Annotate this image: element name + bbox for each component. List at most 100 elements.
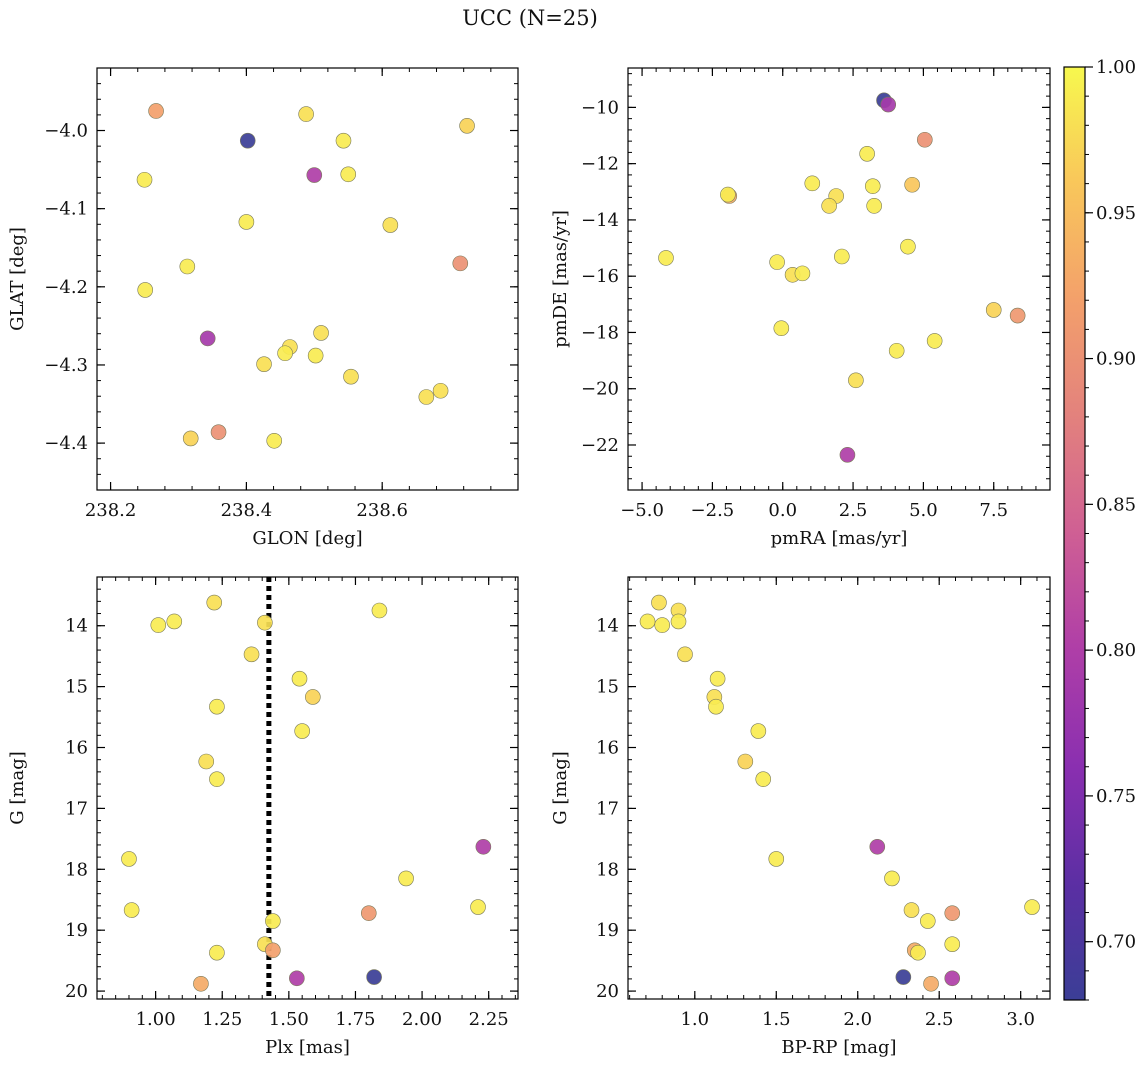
scatter-point [305,689,321,705]
y-tick-label: −4.2 [44,277,88,298]
x-tick-label: 2.0 [843,1009,872,1030]
scatter-point [944,936,961,952]
x-tick-label: 2.5 [839,500,868,521]
scatter-point [340,166,357,183]
y-tick-label: 15 [65,677,88,698]
scatter-point [182,430,199,447]
scatter-point [639,613,656,630]
scatter-point [903,902,920,918]
scatter-point [923,975,939,992]
x-tick-label: 2.25 [469,1009,509,1030]
x-tick-label: 1.75 [335,1009,375,1030]
scatter-point [265,942,281,959]
scatter-point [335,132,352,149]
y-tick-label: −18 [581,322,619,343]
figure-title: UCC (N=25) [462,6,598,30]
scatter-point [277,345,293,362]
y-tick-label: −16 [581,266,619,287]
axes-frame [96,67,519,491]
axes-frame [627,576,1051,1000]
x-tick-label: 1.0 [680,1009,709,1030]
scatter-point [136,171,153,188]
scatter-point [768,851,785,867]
x-tick-label: −5.0 [620,500,664,521]
colorbar-tick-label: 0.90 [1096,349,1136,370]
y-tick-label: 20 [65,981,88,1002]
y-axis-label: GLAT [deg] [7,227,28,331]
colorbar-tick-label: 0.70 [1096,932,1136,953]
scatter-point [343,368,359,385]
scatter-point [880,96,897,113]
y-tick-label: 17 [65,798,88,819]
scatter-point [755,771,772,787]
scatter-point [199,330,216,347]
x-tick-label: 1.25 [202,1009,242,1030]
colorbar-tick-label: 0.80 [1096,640,1136,661]
scatter-point [238,214,255,230]
x-tick-label: 238.2 [85,500,137,521]
scatter-point [869,838,886,855]
scatter-point [670,613,687,630]
x-axis-label: BP-RP [mag] [781,1037,896,1058]
scatter-point [193,975,209,992]
scatter-point [884,870,900,887]
scatter-point [708,698,724,715]
scatter-point [360,905,377,921]
y-tick-label: −20 [581,379,619,400]
scatter-point [888,342,905,359]
y-tick-label: 19 [65,920,88,941]
scatter-point [306,167,323,183]
x-tick-label: 1.5 [762,1009,791,1030]
scatter-point [910,944,926,961]
y-axis-label: pmDE [mas/yr] [550,210,571,348]
scatter-point [866,198,882,214]
scatter-point [239,132,256,149]
scatter-point [848,372,864,389]
colorbar-tick-label: 1.00 [1096,57,1136,78]
panel-plx-g: 1.00 1.25 1.50 1.75 2.00 2.25 14 15 16 17 18 19 20 Pl… [7,576,519,1058]
scatter-point [904,176,920,193]
y-axis-label: G [mag] [550,751,571,824]
scatter-point [859,146,875,162]
scatter-point [651,594,667,611]
x-tick-label: −2.5 [691,500,735,521]
scatter-point [1024,899,1040,915]
panel-glon-glat: 238.2 238.4 238.6 −4.0 −4.1 −4.2 −4.3 −4.4 GLON … [7,67,519,549]
x-axis-label: Plx [mas] [265,1037,350,1058]
scatter-point [289,970,305,987]
scatter-point [432,382,449,399]
scatter-point [256,356,272,372]
y-axis-label: G [mag] [7,751,28,824]
scatter-point [209,771,225,787]
scatter-point [209,944,225,961]
scatter-point [677,646,693,663]
x-tick-label: 3.0 [1006,1009,1035,1030]
axes-frame [627,67,1051,491]
scatter-point [654,617,671,633]
scatter-point [919,913,936,929]
scatter-point [137,282,154,298]
scatter-point [366,969,382,985]
x-axis-label: GLON [deg] [252,528,362,549]
x-axis-label: pmRA [mas/yr] [771,528,908,549]
scatter-point [864,178,881,194]
scatter-point [737,753,754,770]
scatter-point [720,186,736,203]
y-tick-label: 18 [65,859,88,880]
y-tick-label: 14 [65,616,88,637]
scatter-point [470,899,486,915]
scatter-point [769,254,785,270]
scatter-point [150,617,167,633]
scatter-point [985,302,1002,318]
scatter-point [257,614,273,631]
y-tick-label: −4.0 [44,121,88,142]
x-tick-label: 1.00 [136,1009,176,1030]
scatter-point [291,670,308,687]
y-tick-label: −10 [581,97,619,118]
scatter-point [475,838,492,855]
x-tick-label: 5.0 [909,500,938,521]
y-tick-label: 16 [596,738,619,759]
scatter-point [658,250,674,266]
x-tick-label: 0.0 [768,500,797,521]
